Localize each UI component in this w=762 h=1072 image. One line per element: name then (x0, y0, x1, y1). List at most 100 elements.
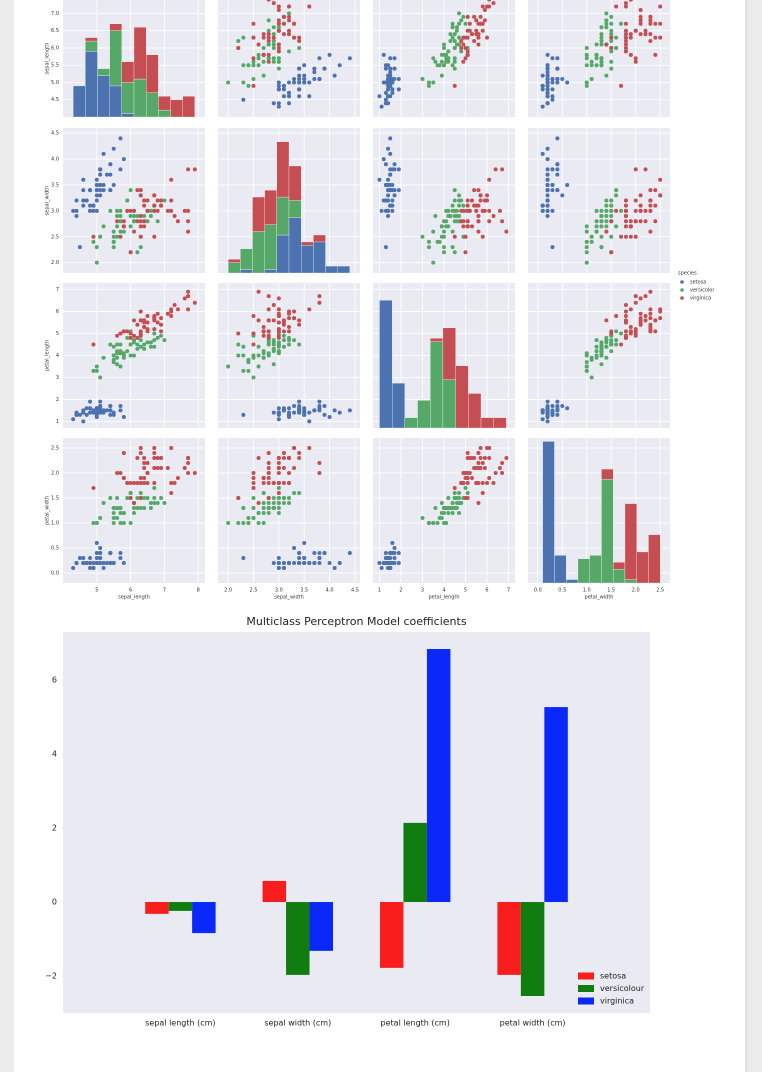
scatter-point (452, 59, 457, 64)
scatter-point (565, 80, 570, 85)
scatter-point (135, 214, 140, 219)
scatter-point (138, 446, 143, 450)
scatter-point (152, 481, 157, 485)
scatter-point (480, 481, 485, 485)
scatter-point (175, 219, 180, 224)
legend-marker (680, 288, 684, 292)
scatter-point (383, 162, 388, 167)
scatter-point (155, 335, 160, 340)
scatter-point (623, 224, 628, 229)
scatter-point (148, 344, 153, 349)
y-tick-label: 2 (52, 824, 57, 833)
scatter-point (251, 342, 256, 347)
scatter-point (145, 313, 150, 318)
histogram-bar (97, 75, 110, 118)
scatter-point (461, 224, 466, 229)
scatter-point (276, 101, 281, 106)
scatter-point (148, 506, 153, 510)
histogram-bar (264, 189, 277, 225)
scatter-point (388, 66, 393, 71)
scatter-point (84, 561, 89, 565)
scatter-point (108, 342, 113, 347)
scatter-point (241, 35, 246, 40)
legend-label: versicolor (690, 288, 715, 294)
scatter-point (121, 476, 126, 480)
scatter-point (442, 63, 446, 68)
scatter-point (271, 362, 276, 367)
scatter-point (98, 375, 103, 380)
histogram-bar (288, 217, 302, 274)
scatter-point (452, 188, 457, 193)
scatter-point (74, 198, 79, 203)
scatter-point (148, 501, 153, 505)
panel-background (63, 438, 205, 583)
scatter-point (152, 331, 157, 336)
x-axis-label: petal_width (585, 595, 614, 601)
histogram-bar (109, 30, 122, 87)
scatter-point (135, 496, 140, 500)
scatter-point (386, 87, 391, 92)
scatter-point (623, 198, 628, 203)
scatter-point (125, 335, 130, 340)
scatter-point (623, 49, 628, 54)
scatter-point (643, 208, 648, 213)
x-tick-label: 7 (163, 588, 166, 594)
scatter-point (261, 32, 266, 37)
x-tick-label: sepal length (cm) (145, 1019, 215, 1028)
scatter-point (317, 77, 322, 82)
scatter-point (619, 234, 624, 239)
scatter-point (287, 329, 291, 334)
scatter-point (584, 224, 589, 229)
scatter-point (614, 208, 619, 213)
scatter-point (98, 193, 103, 198)
x-tick-label: 3 (421, 588, 424, 594)
scatter-point (159, 316, 164, 321)
scatter-point (388, 151, 393, 156)
scatter-point (261, 521, 266, 525)
scatter-point (84, 198, 89, 203)
scatter-point (88, 406, 93, 411)
scatter-point (476, 466, 481, 470)
scatter-point (420, 234, 425, 239)
scatter-point (550, 208, 555, 213)
scatter-point (121, 353, 126, 358)
scatter-point (271, 1, 276, 6)
scatter-point (504, 229, 509, 234)
scatter-point (111, 516, 116, 520)
scatter-point (609, 59, 614, 64)
scatter-point (545, 203, 550, 208)
scatter-point (88, 208, 93, 213)
scatter-point (633, 294, 638, 299)
scatter-point (452, 198, 457, 203)
scatter-point (287, 4, 291, 9)
scatter-point (628, 0, 633, 2)
scatter-point (390, 80, 395, 85)
scatter-point (121, 224, 126, 229)
scatter-point (155, 311, 160, 316)
scatter-point (628, 324, 633, 329)
scatter-point (266, 496, 271, 500)
scatter-point (292, 446, 297, 450)
scatter-point (142, 346, 147, 351)
scatter-point (317, 561, 322, 565)
scatter-point (433, 214, 438, 219)
scatter-point (474, 481, 479, 485)
histogram-bar (252, 231, 265, 274)
scatter-point (609, 28, 614, 33)
scatter-point (281, 322, 286, 327)
scatter-point (132, 506, 136, 510)
scatter-point (545, 193, 550, 198)
scatter-point (478, 21, 483, 26)
scatter-point (101, 182, 106, 187)
scatter-point (327, 52, 332, 57)
histogram-bar (72, 85, 86, 118)
histogram-bar (337, 265, 351, 274)
scatter-point (638, 219, 643, 224)
y-tick-label: 5.0 (51, 80, 59, 86)
scatter-point (648, 203, 653, 208)
scatter-point (584, 250, 589, 255)
scatter-point (115, 219, 120, 224)
scatter-point (261, 481, 266, 485)
scatter-point (276, 506, 281, 510)
scatter-point (383, 97, 388, 102)
